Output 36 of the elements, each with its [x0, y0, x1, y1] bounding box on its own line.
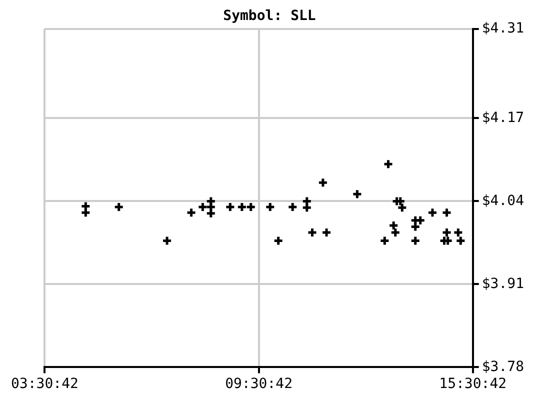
point	[162, 236, 172, 246]
point	[382, 158, 394, 170]
point	[442, 207, 452, 218]
point	[186, 207, 197, 218]
chart-title: Symbol: SLL	[223, 8, 316, 24]
point	[114, 202, 124, 212]
y-tick-label: $3.78	[482, 358, 524, 375]
point	[80, 207, 91, 218]
point	[306, 227, 318, 238]
y-tick-label: $4.04	[482, 192, 524, 209]
y-tick-label: $4.17	[482, 110, 524, 126]
point	[206, 208, 216, 219]
point	[318, 177, 328, 188]
x-tick-label: 03:30:42	[10, 376, 78, 392]
y-tick-label: $3.91	[482, 276, 524, 292]
x-tick-label: 09:30:42	[225, 376, 293, 392]
y-tick-label: $4.31	[482, 20, 524, 36]
point	[197, 202, 208, 212]
point	[455, 236, 466, 246]
point	[246, 202, 256, 212]
point	[302, 202, 312, 213]
point	[379, 236, 390, 246]
point	[287, 202, 298, 212]
point	[410, 236, 421, 246]
point	[352, 188, 362, 200]
point	[442, 227, 452, 238]
point	[452, 227, 464, 238]
point	[224, 202, 236, 212]
x-tick-label: 15:30:42	[439, 376, 507, 392]
point	[264, 202, 276, 212]
point	[410, 221, 421, 232]
point	[273, 236, 284, 246]
point	[236, 202, 248, 212]
point	[302, 196, 312, 206]
point	[427, 207, 438, 218]
point	[321, 227, 332, 238]
